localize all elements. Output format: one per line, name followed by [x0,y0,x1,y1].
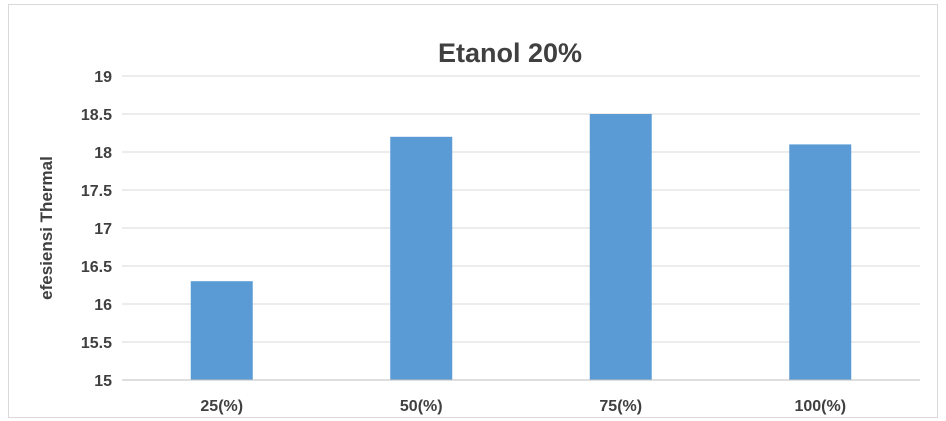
bar-1 [190,281,253,380]
y-tick-label: 18 [94,145,112,162]
gridlines [122,75,920,343]
x-tick-label: 75(%) [599,398,642,415]
bar-2 [390,136,453,380]
chart-frame [8,4,938,418]
x-tick-label: 100(%) [794,398,846,415]
x-tick-labels: 25(%) 50(%) 75(%) 100(%) [200,398,846,415]
chart-title: Etanol 20% [438,38,582,68]
y-tick-label: 17 [94,221,112,238]
y-axis-label: efesiensi Thermal [37,156,56,300]
y-tick-labels: 15 15.5 16 16.5 17 17.5 18 18.5 19 [81,69,112,390]
x-tick-label: 25(%) [200,398,243,415]
bars [190,114,852,380]
y-tick-label: 17.5 [81,183,112,200]
y-tick-label: 16 [94,297,112,314]
y-tick-label: 15.5 [81,335,112,352]
y-tick-label: 19 [94,69,112,86]
y-tick-label: 15 [94,373,112,390]
bar-3 [589,114,652,380]
y-tick-label: 18.5 [81,107,112,124]
y-tick-label: 16.5 [81,259,112,276]
bar-4 [789,144,852,380]
x-tick-label: 50(%) [400,398,443,415]
